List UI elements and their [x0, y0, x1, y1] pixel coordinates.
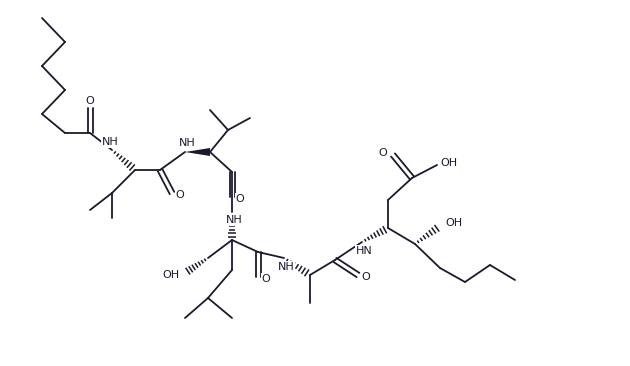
Text: O: O — [362, 272, 370, 282]
Text: OH: OH — [440, 158, 457, 168]
Polygon shape — [185, 148, 210, 156]
Text: O: O — [236, 194, 244, 204]
Text: NH: NH — [226, 215, 243, 225]
Text: NH: NH — [179, 138, 195, 148]
Text: NH: NH — [101, 137, 118, 147]
Text: OH: OH — [445, 218, 462, 228]
Text: NH: NH — [278, 262, 294, 272]
Text: O: O — [86, 96, 94, 106]
Text: OH: OH — [163, 270, 180, 280]
Text: O: O — [261, 274, 270, 284]
Text: HN: HN — [355, 246, 372, 256]
Text: O: O — [176, 190, 185, 200]
Text: O: O — [379, 148, 387, 158]
